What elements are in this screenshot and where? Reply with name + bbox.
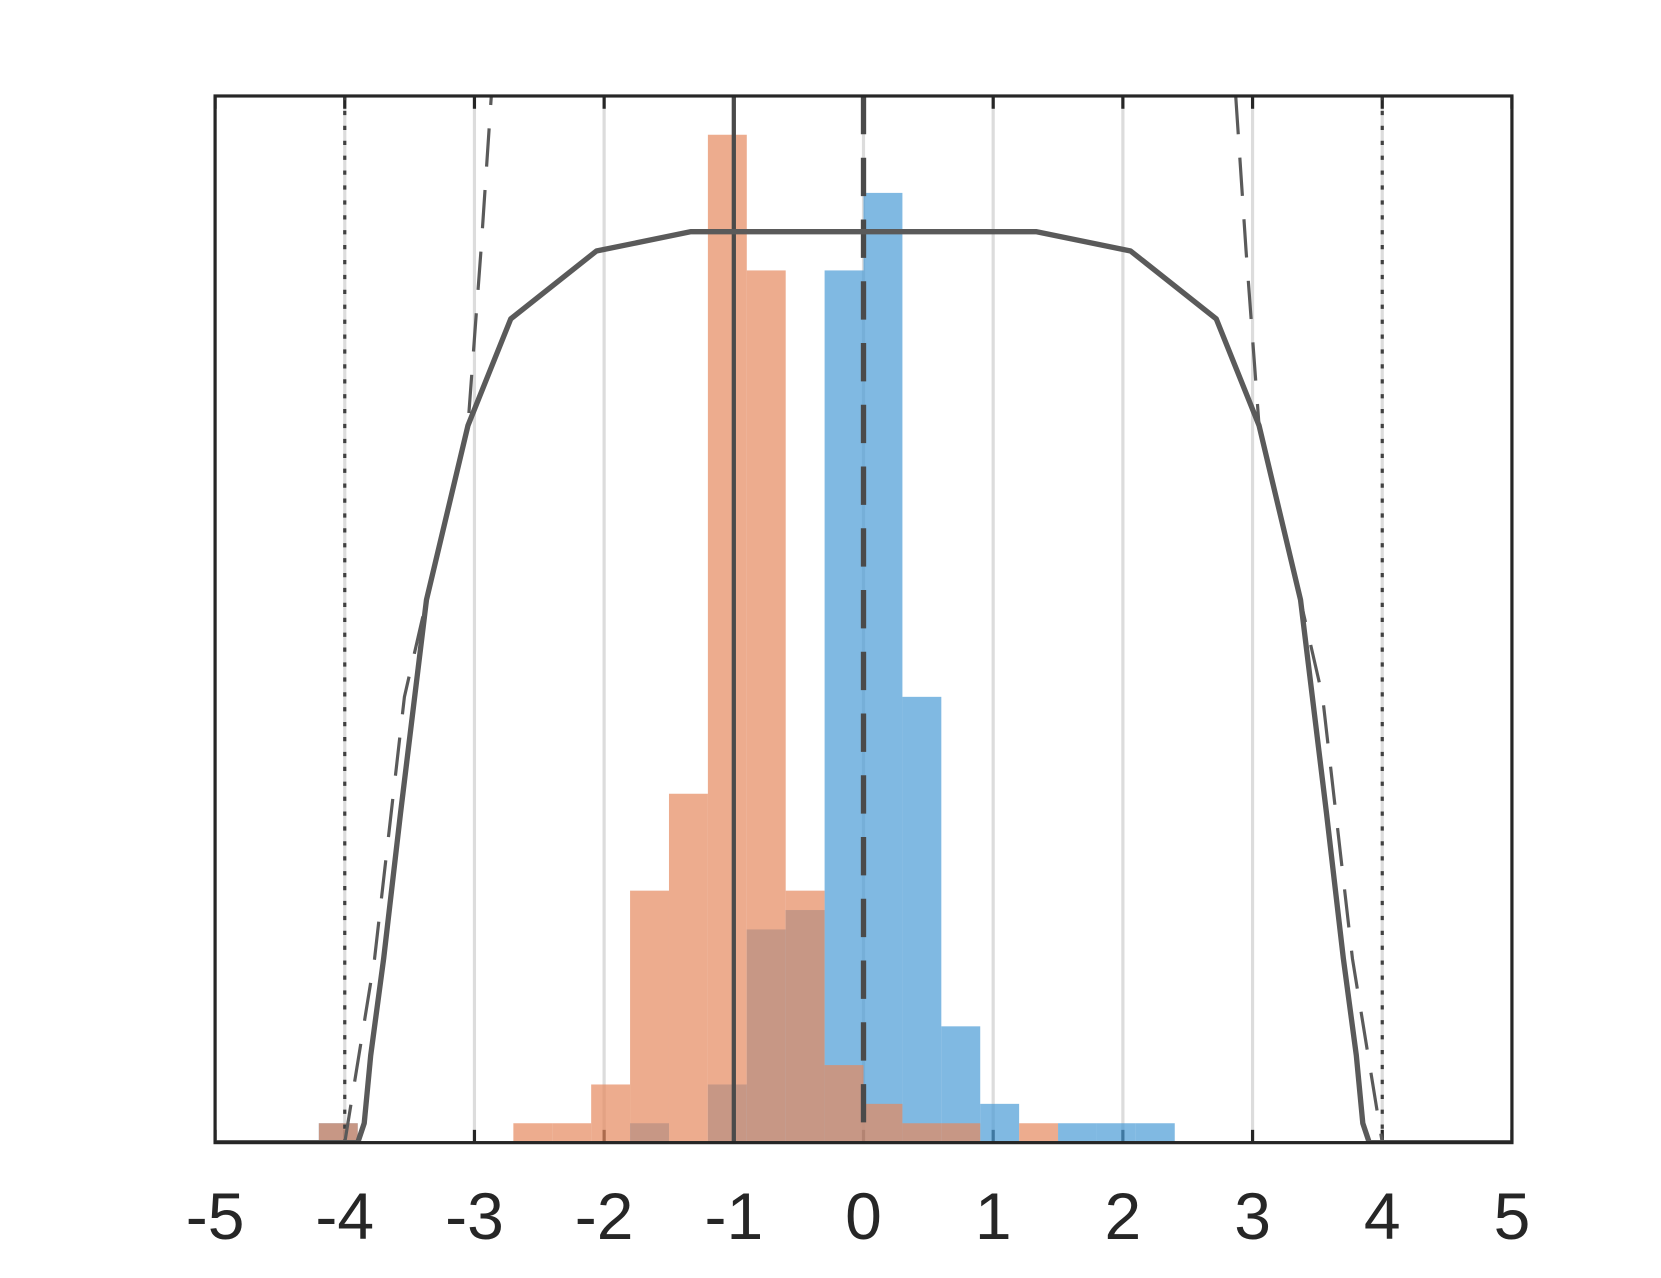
histogram-bar (552, 1123, 592, 1143)
x-tick-label: 2 (1105, 1179, 1142, 1253)
x-tick-label: -3 (445, 1179, 504, 1253)
curve (343, 95, 1384, 1143)
x-tick-label: 5 (1494, 1179, 1531, 1253)
histogram-bar (1058, 1123, 1097, 1143)
histogram-bar (707, 134, 747, 1143)
histogram-bar (1019, 1123, 1059, 1143)
x-tick-label: 4 (1364, 1179, 1401, 1253)
histogram-bar (863, 192, 903, 1143)
plot-frame (213, 94, 1514, 1145)
x-tick-label: -1 (704, 1179, 763, 1253)
x-tick-label: 1 (975, 1179, 1012, 1253)
histogram-bar (785, 890, 825, 1143)
x-tick-label: -4 (315, 1179, 374, 1253)
histogram-bar (746, 270, 786, 1143)
histogram-bar (1096, 1123, 1136, 1143)
x-tick-label: 0 (845, 1179, 882, 1253)
histogram-bar (513, 1123, 553, 1143)
x-tick-label: -5 (186, 1179, 245, 1253)
histogram-bar (941, 1123, 981, 1143)
curve (215, 228, 1512, 1143)
histogram-bar (824, 270, 864, 1143)
histogram-bar (863, 1103, 903, 1143)
histogram-bar (1135, 1123, 1175, 1143)
x-tick-label: 3 (1234, 1179, 1271, 1253)
histogram-bar (980, 1103, 1020, 1143)
histogram-bar (824, 1065, 864, 1143)
histogram-bar (902, 696, 942, 1143)
x-tick-label: -2 (575, 1179, 634, 1253)
histogram-bar (591, 1084, 631, 1143)
histogram-bar (668, 793, 708, 1143)
histogram-bar (630, 890, 669, 1143)
histogram-bar (902, 1123, 942, 1143)
histogram-bar (318, 1123, 358, 1143)
